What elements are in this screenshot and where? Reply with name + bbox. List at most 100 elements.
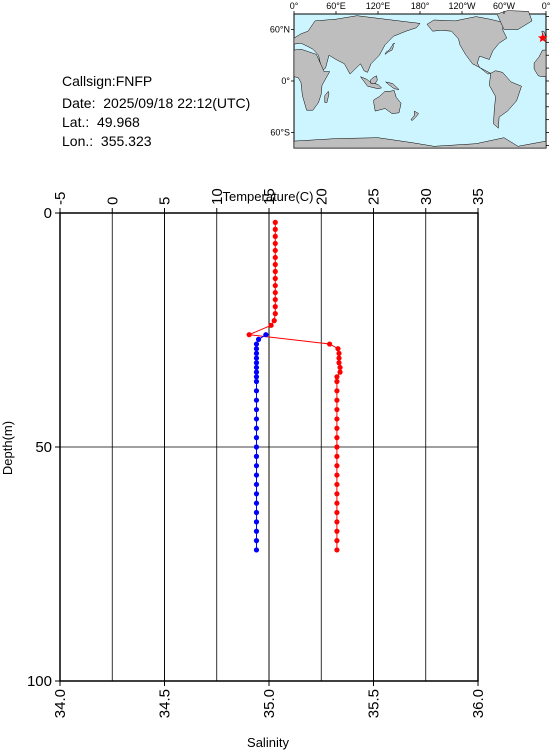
map-land-madagascar <box>324 90 330 103</box>
temperature-point <box>334 472 340 478</box>
salinity-point <box>253 341 260 347</box>
temperature-point <box>246 332 252 338</box>
temperature-tick-label: 0 <box>104 197 121 205</box>
map-lat-label: 60°S <box>270 128 290 138</box>
salinity-point <box>253 435 260 441</box>
salinity-point <box>253 364 260 371</box>
map-land-new-zealand <box>410 110 419 121</box>
depth-tick-label: 0 <box>44 205 52 222</box>
salinity-point <box>253 472 260 478</box>
temperature-point <box>272 282 278 289</box>
temperature-point <box>335 346 341 352</box>
temperature-point <box>334 416 340 422</box>
map-lon-label: 120°E <box>366 1 391 11</box>
map-land-borneo <box>370 75 378 84</box>
temperature-tick-label: 25 <box>366 188 383 205</box>
temperature-tick-label: 35 <box>470 188 487 205</box>
temperature-point <box>272 289 278 296</box>
temperature-point <box>272 219 278 225</box>
map-lon-label: 60°W <box>493 1 516 11</box>
temperature-point <box>268 322 274 328</box>
salinity-point <box>253 355 260 361</box>
temperature-point <box>334 406 340 413</box>
temperature-point <box>334 519 340 525</box>
temperature-point <box>272 247 278 254</box>
temperature-point <box>272 254 278 261</box>
map-lat-label: 0° <box>281 76 290 86</box>
temperature-tick-label: 20 <box>313 188 330 205</box>
temperature-point <box>272 261 278 268</box>
salinity-tick-label: 34.5 <box>157 689 174 718</box>
temperature-point <box>271 318 277 324</box>
temperature-axis-label: Temperature(C) <box>222 189 313 204</box>
salinity-point <box>253 491 260 497</box>
temperature-point <box>272 304 278 310</box>
salinity-point <box>253 406 260 413</box>
map-land-japan <box>384 42 395 55</box>
salinity-point <box>253 463 260 469</box>
temperature-point <box>334 509 340 516</box>
salinity-point <box>263 332 269 338</box>
date-text: Date: 2025/09/18 22:12(UTC) <box>62 95 251 111</box>
temperature-point <box>334 453 340 459</box>
temperature-point <box>334 463 340 469</box>
temperature-point <box>334 374 340 380</box>
salinity-point <box>253 519 260 525</box>
salinity-point <box>253 547 260 553</box>
salinity-point <box>253 374 260 380</box>
map-lon-label: 0° <box>290 1 299 11</box>
map-lon-label: 0° <box>542 1 551 11</box>
map-land-australia <box>373 90 402 114</box>
temperature-tick-label: 15 <box>261 188 278 205</box>
temperature-point <box>272 226 278 232</box>
temperature-point <box>334 378 340 385</box>
map-land-africa-west <box>533 49 547 77</box>
salinity-tick-label: 35.5 <box>366 689 383 718</box>
salinity-point <box>253 388 260 394</box>
chart-series <box>246 219 343 553</box>
temperature-point <box>334 528 340 534</box>
map-land-africa-east <box>293 48 331 111</box>
salinity-point <box>253 453 260 459</box>
salinity-point <box>253 360 260 366</box>
temperature-point <box>337 369 343 375</box>
temperature-point <box>334 397 340 403</box>
chart-grid <box>59 212 479 682</box>
salinity-point <box>255 336 262 342</box>
salinity-point <box>253 350 260 356</box>
temperature-point <box>272 233 278 239</box>
temperature-point <box>336 360 342 366</box>
map-lon-label: 120°W <box>448 1 476 11</box>
temperature-point <box>272 311 278 317</box>
salinity-point <box>253 444 260 450</box>
map-land-antarctica <box>293 137 547 149</box>
temperature-point <box>327 341 333 347</box>
temperature-point <box>334 444 340 450</box>
map-lon-label: 180° <box>411 1 430 11</box>
temperature-point <box>336 355 342 361</box>
latitude-text: Lat.: 49.968 <box>62 114 140 130</box>
salinity-point <box>253 481 260 488</box>
temperature-tick-label: 10 <box>209 188 226 205</box>
temperature-point <box>337 364 343 371</box>
temperature-tick-label: 5 <box>157 197 174 205</box>
depth-tick-label: 50 <box>35 439 52 456</box>
salinity-point <box>253 528 260 534</box>
map-land-new-guinea <box>385 81 400 90</box>
salinity-point <box>253 397 260 403</box>
salinity-axis-label: Salinity <box>247 735 289 750</box>
station-marker-icon <box>538 33 548 43</box>
temperature-point <box>272 275 278 282</box>
salinity-tick-label: 35.0 <box>261 689 278 718</box>
salinity-point <box>253 346 260 352</box>
salinity-point <box>253 425 260 431</box>
temperature-point <box>334 481 340 488</box>
map-land-north-america <box>426 16 508 75</box>
temperature-point <box>272 240 278 247</box>
map-land-greenland <box>496 10 533 30</box>
temperature-point <box>272 268 278 275</box>
map-lon-label: 60°E <box>326 1 346 11</box>
map-lat-label: 60°N <box>270 24 290 34</box>
salinity-point <box>253 416 260 422</box>
